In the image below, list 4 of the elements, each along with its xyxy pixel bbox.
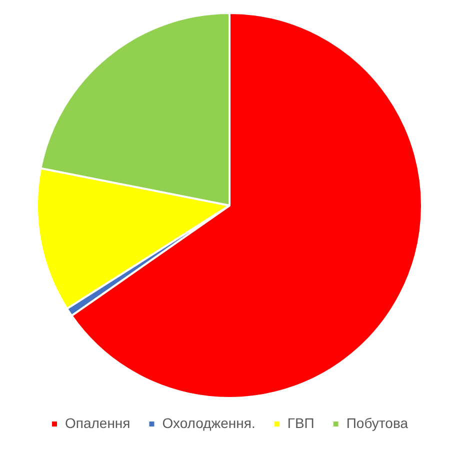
legend-label: Побутова — [346, 414, 408, 431]
legend-label: Опалення — [64, 414, 130, 431]
legend-label: ГВП — [287, 414, 314, 431]
legend-label: Охолодження. — [162, 414, 256, 431]
